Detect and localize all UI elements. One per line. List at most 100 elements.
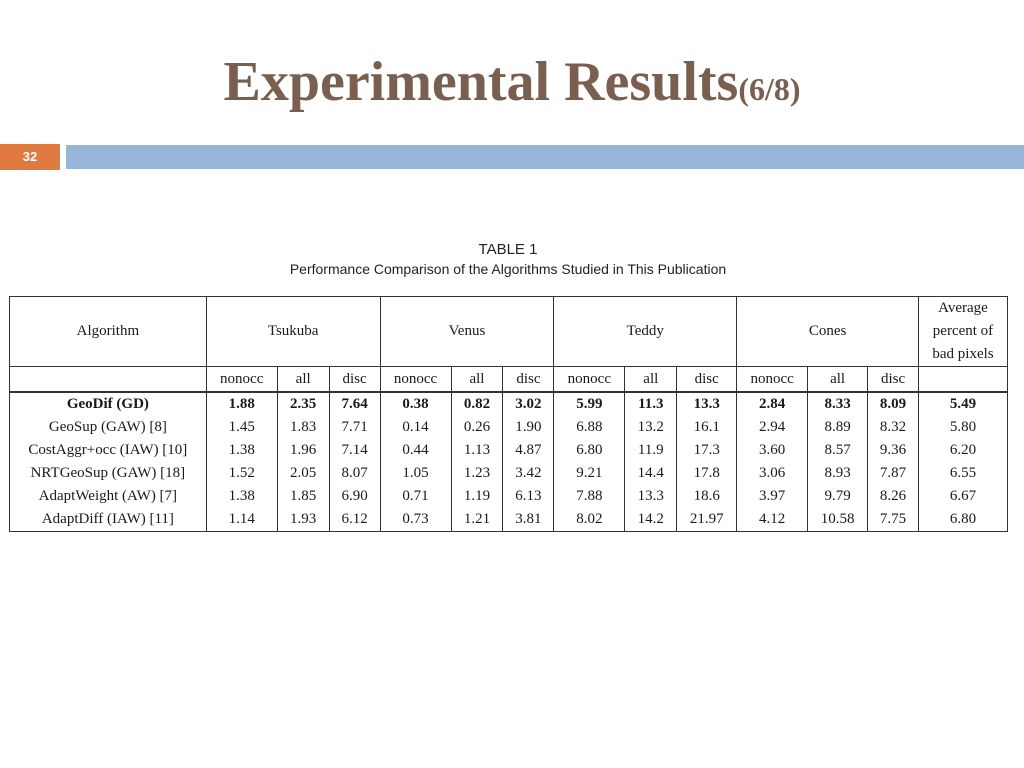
cell-value: 8.33 <box>807 392 869 416</box>
cell-value: 3.02 <box>502 392 555 416</box>
subheader-tsukuba-nonocc: nonocc <box>206 366 278 393</box>
cell-value: 2.05 <box>277 462 330 485</box>
subheader-tsukuba-disc: disc <box>329 366 381 393</box>
header-bar <box>66 145 1024 169</box>
cell-value: 1.45 <box>206 416 278 439</box>
cell-value: 1.85 <box>277 485 330 508</box>
cell-value: 8.32 <box>867 416 919 439</box>
cell-value: 8.09 <box>867 392 919 416</box>
table-row: CostAggr+occ (IAW) [10] 1.38 1.96 7.14 0… <box>9 439 1008 462</box>
header-tsukuba: Tsukuba <box>206 296 381 367</box>
header-cones: Cones <box>736 296 919 367</box>
table-sub-header-row: nonocc all disc nonocc all disc nonocc a… <box>9 366 1008 393</box>
cell-value: 14.4 <box>624 462 678 485</box>
cell-value: 8.93 <box>807 462 869 485</box>
subheader-teddy-disc: disc <box>676 366 738 393</box>
table-row: AdaptDiff (IAW) [11] 1.14 1.93 6.12 0.73… <box>9 508 1008 532</box>
cell-value: 1.23 <box>451 462 504 485</box>
subheader-tsukuba-all: all <box>277 366 330 393</box>
cell-value: 6.67 <box>918 485 1008 508</box>
header-average-line1: Average <box>938 300 988 316</box>
cell-value: 2.94 <box>736 416 809 439</box>
cell-value: 6.55 <box>918 462 1008 485</box>
cell-value: 10.58 <box>807 508 869 532</box>
table-row: NRTGeoSup (GAW) [18] 1.52 2.05 8.07 1.05… <box>9 462 1008 485</box>
cell-value: 6.80 <box>553 439 626 462</box>
cell-value: 3.06 <box>736 462 809 485</box>
table-row: GeoDif (GD) 1.88 2.35 7.64 0.38 0.82 3.0… <box>9 392 1008 416</box>
cell-value: 2.35 <box>277 392 330 416</box>
slide-number: 32 <box>0 144 60 170</box>
cell-value: 7.71 <box>329 416 381 439</box>
cell-value: 1.13 <box>451 439 504 462</box>
cell-value: 13.3 <box>676 392 738 416</box>
cell-value: 6.13 <box>502 485 555 508</box>
table-group-header-row: Algorithm Tsukuba Venus Teddy Cones Aver… <box>9 296 1008 367</box>
cell-algorithm: GeoDif (GD) <box>9 392 207 416</box>
cell-value: 7.87 <box>867 462 919 485</box>
cell-value: 11.3 <box>624 392 678 416</box>
header-venus: Venus <box>380 296 555 367</box>
cell-algorithm: AdaptWeight (AW) [7] <box>9 485 207 508</box>
slide-title: Experimental Results(6/8) <box>0 50 1024 114</box>
slide-title-main: Experimental Results <box>223 51 739 113</box>
table-caption-number: TABLE 1 <box>478 241 538 258</box>
cell-value: 0.26 <box>451 416 504 439</box>
cell-value: 16.1 <box>676 416 738 439</box>
cell-value: 3.97 <box>736 485 809 508</box>
cell-value: 5.49 <box>918 392 1008 416</box>
cell-value: 6.12 <box>329 508 381 532</box>
cell-value: 0.44 <box>380 439 452 462</box>
cell-value: 1.21 <box>451 508 504 532</box>
cell-value: 1.05 <box>380 462 452 485</box>
cell-value: 13.3 <box>624 485 678 508</box>
cell-value: 8.89 <box>807 416 869 439</box>
subheader-venus-nonocc: nonocc <box>380 366 452 393</box>
cell-value: 1.38 <box>206 485 278 508</box>
cell-value: 3.60 <box>736 439 809 462</box>
cell-value: 9.79 <box>807 485 869 508</box>
cell-value: 4.12 <box>736 508 809 532</box>
cell-algorithm: CostAggr+occ (IAW) [10] <box>9 439 207 462</box>
cell-value: 9.21 <box>553 462 626 485</box>
cell-value: 6.80 <box>918 508 1008 532</box>
subheader-cones-all: all <box>807 366 869 393</box>
table-row: GeoSup (GAW) [8] 1.45 1.83 7.71 0.14 0.2… <box>9 416 1008 439</box>
cell-value: 0.71 <box>380 485 452 508</box>
table-row: AdaptWeight (AW) [7] 1.38 1.85 6.90 0.71… <box>9 485 1008 508</box>
cell-value: 18.6 <box>676 485 738 508</box>
cell-value: 1.83 <box>277 416 330 439</box>
header-teddy: Teddy <box>553 296 738 367</box>
cell-value: 5.99 <box>553 392 626 416</box>
cell-value: 21.97 <box>676 508 738 532</box>
cell-value: 1.38 <box>206 439 278 462</box>
cell-value: 7.14 <box>329 439 381 462</box>
cell-value: 0.14 <box>380 416 452 439</box>
cell-value: 1.90 <box>502 416 555 439</box>
cell-value: 7.64 <box>329 392 381 416</box>
cell-value: 1.19 <box>451 485 504 508</box>
cell-value: 7.88 <box>553 485 626 508</box>
cell-value: 6.20 <box>918 439 1008 462</box>
cell-value: 8.07 <box>329 462 381 485</box>
cell-value: 9.36 <box>867 439 919 462</box>
cell-algorithm: NRTGeoSup (GAW) [18] <box>9 462 207 485</box>
subheader-average-empty <box>918 366 1008 393</box>
cell-value: 13.2 <box>624 416 678 439</box>
cell-value: 1.96 <box>277 439 330 462</box>
cell-value: 5.80 <box>918 416 1008 439</box>
subheader-teddy-nonocc: nonocc <box>553 366 626 393</box>
header-average-line2: percent of <box>932 323 994 339</box>
cell-value: 17.3 <box>676 439 738 462</box>
table-caption-title: Performance Comparison of the Algorithms… <box>289 261 727 277</box>
cell-algorithm: GeoSup (GAW) [8] <box>9 416 207 439</box>
subheader-venus-disc: disc <box>502 366 555 393</box>
table-caption: TABLE 1 Performance Comparison of the Al… <box>0 240 1016 279</box>
cell-value: 8.02 <box>553 508 626 532</box>
cell-value: 1.93 <box>277 508 330 532</box>
cell-value: 0.73 <box>380 508 452 532</box>
cell-algorithm: AdaptDiff (IAW) [11] <box>9 508 207 532</box>
header-average: Average percent of bad pixels <box>918 296 1008 367</box>
cell-value: 7.75 <box>867 508 919 532</box>
